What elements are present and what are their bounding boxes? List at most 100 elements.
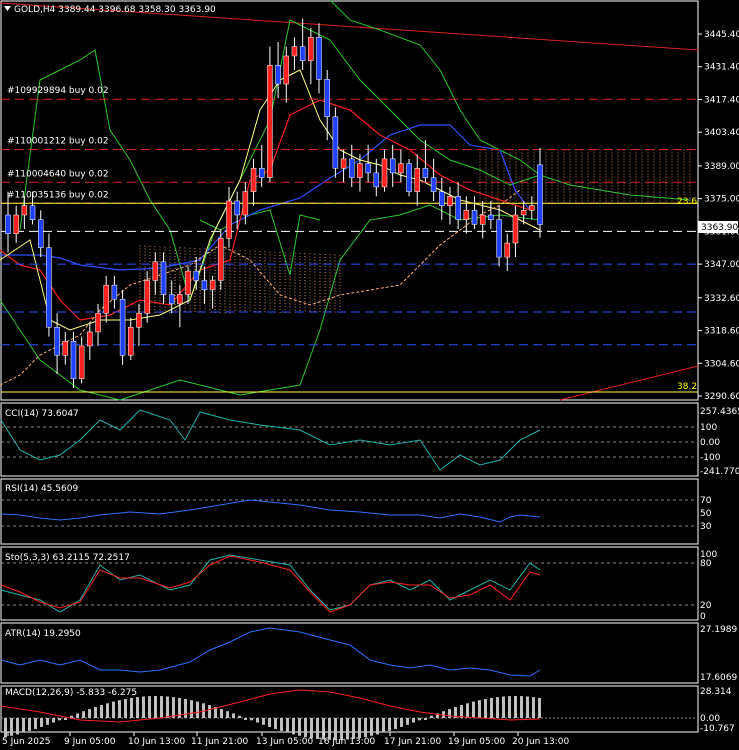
rsi-pane[interactable] — [0, 478, 699, 545]
macd-bar — [454, 707, 457, 718]
atr-pane[interactable] — [0, 622, 699, 684]
order-label: #110035136 buy 0.02 — [7, 190, 109, 200]
sto-tick: 20 — [700, 601, 712, 611]
macd-bar — [370, 718, 373, 736]
candle-body — [463, 210, 470, 220]
macd-bar — [184, 698, 187, 718]
macd-bar — [4, 718, 7, 738]
macd-bar — [142, 696, 145, 718]
cci-pane[interactable] — [0, 402, 699, 477]
macd-bar — [34, 718, 37, 729]
candle-body — [537, 164, 543, 225]
macd-bar — [442, 711, 445, 718]
macd-bar — [274, 718, 277, 729]
cci-tick: -241.7709 — [700, 467, 739, 477]
candle-body — [46, 247, 52, 328]
macd-bar — [418, 718, 421, 721]
macd-bar — [394, 718, 397, 729]
candle-body — [87, 331, 93, 347]
atr-label: ATR(14) 19.2950 — [5, 629, 81, 639]
macd-bar — [376, 718, 379, 735]
price-tick: 3445.40 — [704, 30, 739, 40]
candle-body — [512, 214, 519, 244]
price-pane[interactable] — [0, 0, 699, 401]
macd-bar — [322, 718, 325, 740]
candle-body — [54, 326, 60, 356]
candle-body — [324, 79, 330, 118]
macd-bar — [76, 713, 79, 718]
indicator-lines — [0, 409, 698, 740]
macd-bar — [136, 697, 139, 718]
macd-bar — [88, 709, 91, 718]
price-tick: 3431.40 — [704, 63, 739, 73]
cci-tick: -100 — [700, 453, 721, 463]
macd-bar — [292, 718, 295, 735]
macd-bar — [496, 697, 499, 718]
symbol-header: GOLD,H4 3389.44 3396.68 3358.30 3363.90 — [14, 5, 216, 15]
candle-body — [185, 270, 191, 295]
indicator-overlays — [0, 0, 699, 401]
macd-bar — [406, 718, 409, 725]
macd-tick: -10.767 — [700, 724, 735, 734]
candles — [5, 18, 543, 389]
sto-pane[interactable] — [0, 546, 699, 621]
sto-tick: 80 — [700, 559, 712, 569]
fib-382-label: 38.2 — [677, 382, 697, 392]
cci-label: CCI(14) 73.6047 — [5, 409, 79, 419]
candle-body — [111, 284, 118, 300]
candle-body — [168, 294, 175, 305]
candle-body — [357, 163, 363, 178]
candle-body — [21, 205, 28, 216]
candle-body — [520, 210, 527, 216]
macd-bar — [28, 718, 31, 731]
price-tick: 3375.00 — [704, 195, 739, 205]
time-tick: 17 Jun 21:00 — [384, 737, 441, 746]
macd-tick: 28.314 — [700, 687, 732, 697]
price-tick: 3389.00 — [704, 162, 739, 172]
macd-bar — [286, 718, 289, 733]
candle-body — [37, 219, 44, 248]
candle-body — [62, 341, 69, 356]
candle-body — [504, 242, 511, 258]
candle-body — [349, 158, 355, 178]
macd-bar — [316, 718, 319, 739]
macd-pane[interactable] — [0, 685, 699, 733]
candle-body — [283, 55, 290, 85]
macd-bar — [220, 709, 223, 718]
candle-body — [340, 158, 347, 169]
candle-body — [488, 214, 494, 220]
macd-bar — [40, 718, 43, 727]
rsi-label: RSI(14) 45.5609 — [5, 484, 78, 494]
candle-body — [529, 205, 535, 211]
cci-tick: 257.4365 — [700, 407, 739, 417]
cci-tick: 0.00 — [700, 438, 720, 448]
macd-bar — [10, 718, 13, 736]
macd-bar — [484, 698, 487, 718]
macd-bar — [520, 696, 523, 718]
candle-body — [479, 214, 486, 225]
candle-body — [381, 158, 388, 188]
candle-body — [103, 284, 109, 314]
macd-bar — [166, 696, 169, 718]
candle-body — [365, 163, 371, 174]
macd-bar — [178, 697, 181, 718]
macd-bar — [46, 718, 49, 725]
macd-bar — [238, 715, 241, 718]
candle-body — [201, 280, 208, 291]
price-tick: 3417.40 — [704, 95, 739, 105]
macd-bar — [280, 718, 283, 731]
candle-body — [226, 200, 232, 239]
candle-body — [128, 326, 134, 356]
price-axis: 3445.40 3431.40 3417.40 3403.40 3389.00 3375.… — [698, 30, 739, 402]
collapse-arrow-icon[interactable] — [4, 6, 11, 11]
candle-body — [95, 312, 101, 333]
macd-bar — [22, 718, 25, 733]
candle-body — [152, 261, 159, 281]
macd-bar — [460, 705, 463, 718]
time-tick: 13 Jun 05:00 — [256, 737, 313, 746]
cci-tick: 100 — [700, 423, 717, 433]
macd-bar — [346, 718, 349, 740]
macd-bar — [148, 696, 151, 718]
macd-bar — [466, 703, 469, 718]
